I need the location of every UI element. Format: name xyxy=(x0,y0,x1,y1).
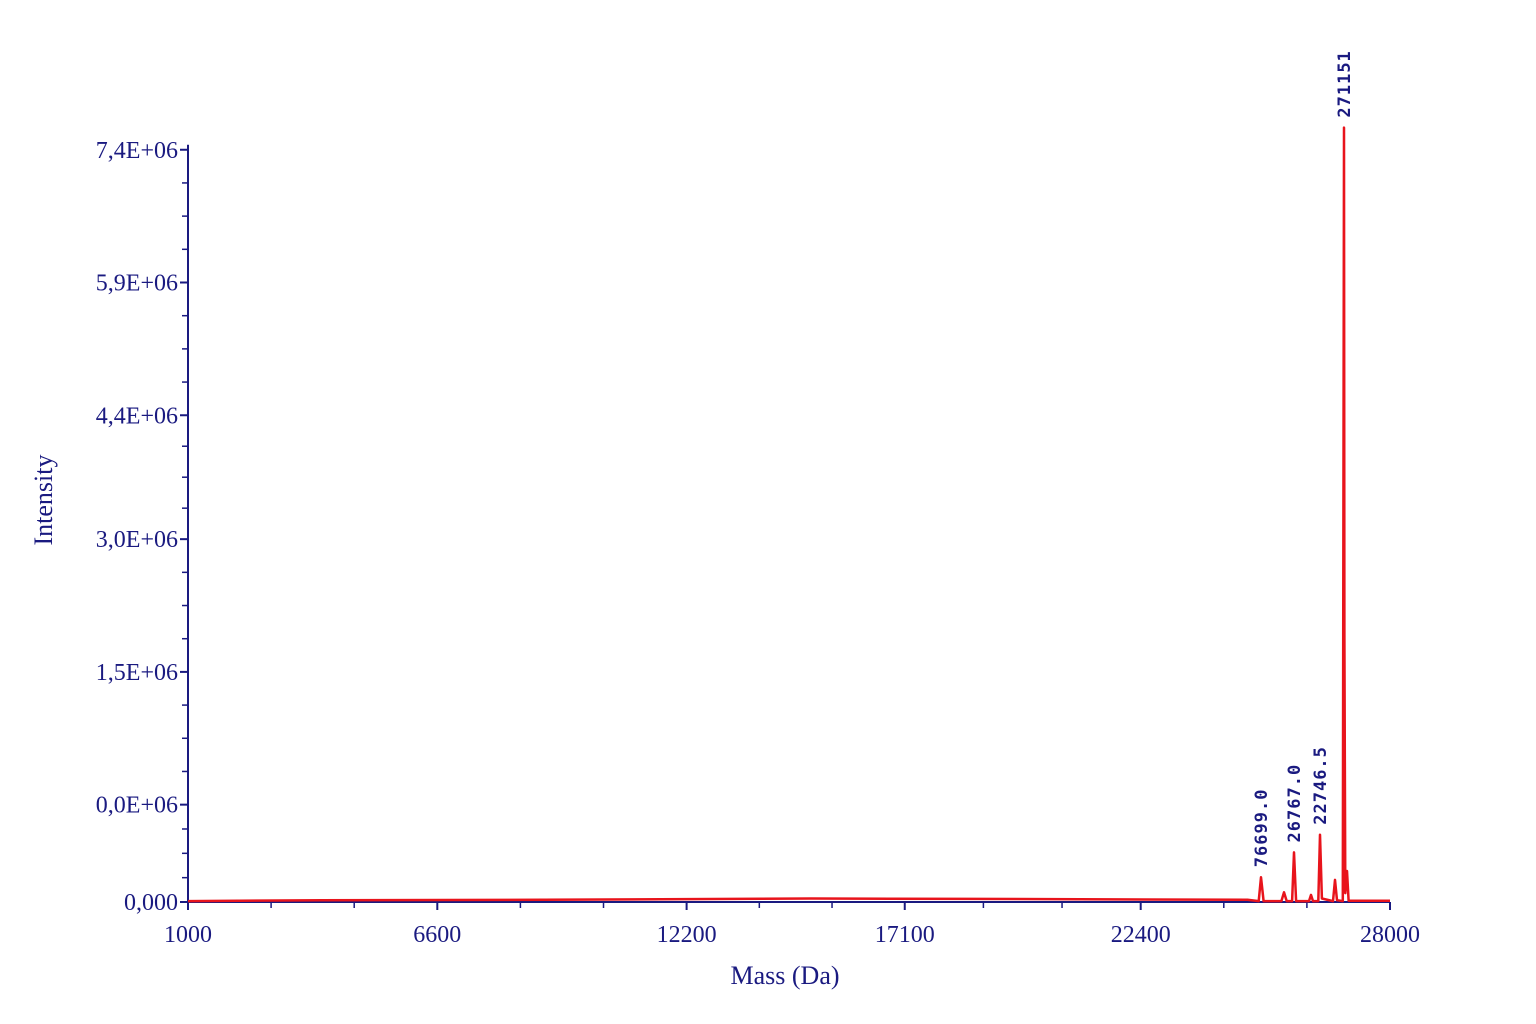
peak-label: 271151 xyxy=(1335,50,1355,117)
x-tick-label: 6600 xyxy=(413,922,461,948)
y-tick-label: 0,000 xyxy=(124,890,178,916)
y-tick-label: 5,9E+06 xyxy=(96,271,178,297)
y-axis-title: Intensity xyxy=(29,455,58,546)
y-tick-label: 1,5E+06 xyxy=(96,660,178,686)
x-tick-label: 1000 xyxy=(164,922,212,948)
x-tick-label: 17100 xyxy=(875,922,935,948)
spectrum-line xyxy=(187,126,1390,903)
y-tick-label: 4,4E+06 xyxy=(96,403,178,429)
peak-label: 76699.0 xyxy=(1252,789,1272,868)
x-tick-label: 28000 xyxy=(1360,922,1420,948)
x-tick-label: 22400 xyxy=(1111,922,1171,948)
peak-label: 22746.5 xyxy=(1311,746,1331,825)
y-tick-label: 3,0E+06 xyxy=(96,527,178,553)
x-tick-label: 12200 xyxy=(657,922,717,948)
x-axis-title: Mass (Da) xyxy=(730,961,839,990)
peak-label: 26767.0 xyxy=(1285,764,1305,843)
y-tick-label: 7,4E+06 xyxy=(96,138,178,164)
y-tick-label: 0,0E+06 xyxy=(96,793,178,819)
